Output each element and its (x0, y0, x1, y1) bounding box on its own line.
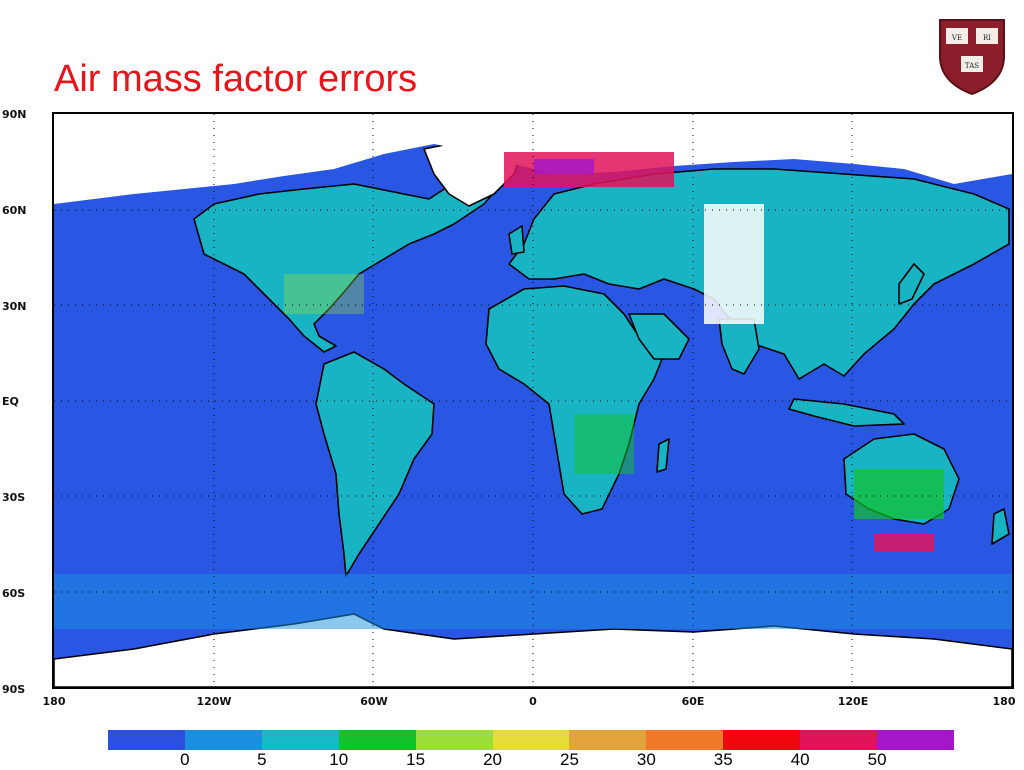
lon-tick-180w: 180 (42, 695, 66, 708)
colorbar-swatch-4 (415, 730, 493, 750)
lon-tick-120w: 120W (196, 695, 232, 708)
lat-tick-eq: EQ (2, 395, 19, 408)
lon-tick-60e: 60E (681, 695, 705, 708)
lat-tick-90s: 90S (2, 683, 26, 696)
indonesia (788, 398, 905, 427)
colorbar-swatch-1 (184, 730, 262, 750)
lon-tick-60w: 60W (360, 695, 388, 708)
colorbar-label-7: 35 (713, 750, 733, 769)
colorbar-label-9: 50 (867, 750, 887, 769)
colorbar-swatch-0 (108, 730, 185, 750)
lat-tick-90n: 90N (2, 108, 27, 121)
colorbar-swatch-2 (261, 730, 339, 750)
graticule (54, 114, 1012, 687)
colorbar-label-3: 15 (406, 750, 426, 769)
lat-tick-30n: 30N (2, 300, 27, 313)
south-america (315, 351, 435, 577)
colorbar-swatch-5 (492, 730, 570, 750)
map-canvas (54, 114, 1012, 687)
colorbar-label-0: 0 (180, 750, 190, 769)
colorbar-swatch-10 (877, 730, 954, 750)
colorbar-swatch-6 (569, 730, 647, 750)
colorbar-label-8: 40 (790, 750, 810, 769)
colorbar-label-1: 5 (257, 750, 267, 769)
colorbar-swatch-3 (338, 730, 416, 750)
india (718, 318, 760, 375)
new-zealand (991, 508, 1010, 545)
japan (898, 263, 925, 305)
lon-tick-120e: 120E (837, 695, 869, 708)
colorbar-label-4: 20 (483, 750, 502, 769)
lon-tick-0: 0 (529, 695, 537, 708)
shield-book-1: VE (951, 34, 962, 42)
madagascar (656, 438, 670, 473)
lat-tick-60n: 60N (2, 204, 27, 217)
uk (508, 225, 525, 255)
lat-tick-60s: 60S (2, 587, 26, 600)
colorbar-swatch-9 (800, 730, 878, 750)
colorbar-swatch-7 (646, 730, 724, 750)
colorbar-swatch-8 (723, 730, 801, 750)
north-america (193, 158, 515, 353)
harvard-shield-logo: VE RI TAS (939, 19, 1005, 96)
colorbar-label-6: 30 (636, 750, 656, 769)
lon-tick-180e: 180 (992, 695, 1016, 708)
colorbar-label-2: 10 (329, 750, 349, 769)
shield-book-3: TAS (965, 62, 979, 70)
world-map (52, 112, 1014, 689)
lat-tick-30s: 30S (2, 491, 26, 504)
colorbar-label-5: 25 (559, 750, 579, 769)
shield-book-2: RI (983, 34, 991, 42)
slide-title: Air mass factor errors (54, 58, 418, 100)
color-scale-bar (108, 730, 954, 750)
arabia (628, 313, 690, 360)
